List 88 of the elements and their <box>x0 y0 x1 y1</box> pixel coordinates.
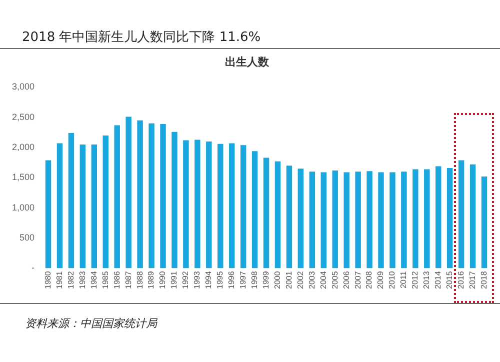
x-tick-label: 2017 <box>468 270 477 289</box>
bar <box>424 169 430 268</box>
x-tick-label: 2001 <box>284 270 294 289</box>
bar <box>240 145 246 268</box>
x-tick-label: 1991 <box>170 270 179 289</box>
bar <box>80 144 86 268</box>
x-tick-label: 1983 <box>78 270 87 289</box>
x-tick-label: 1984 <box>89 270 98 289</box>
bar <box>286 166 292 268</box>
bar <box>172 132 178 268</box>
x-tick-label: 1995 <box>216 270 225 289</box>
bar <box>390 172 396 268</box>
x-tick-label: 2002 <box>296 270 305 289</box>
x-tick-label: 1986 <box>112 270 122 289</box>
x-tick-label: 1997 <box>238 270 248 289</box>
bar <box>274 161 281 268</box>
bar <box>298 168 304 268</box>
bar <box>206 142 212 268</box>
bar <box>481 176 488 268</box>
bar <box>91 144 98 268</box>
x-tick-label: 1993 <box>192 270 202 289</box>
bar <box>137 120 143 268</box>
bar <box>355 172 361 268</box>
bar <box>344 172 350 268</box>
bar <box>194 140 200 268</box>
x-tick-label: 2018 <box>479 270 488 289</box>
x-tick-label: 1981 <box>54 270 64 289</box>
bar <box>378 172 384 268</box>
y-tick-label: 3,000 <box>12 82 35 92</box>
bar <box>148 123 154 268</box>
y-tick-label: 500 <box>19 232 35 243</box>
x-tick-label: 2011 <box>399 270 408 288</box>
x-tick-label: 1988 <box>135 270 144 289</box>
x-tick-label: 1990 <box>158 270 168 289</box>
bar <box>309 172 316 268</box>
x-tick-label: 1999 <box>261 270 270 289</box>
x-tick-label: 2010 <box>388 270 397 289</box>
bar <box>126 116 132 268</box>
x-tick-label: 2006 <box>342 270 351 289</box>
x-tick-label: 2014 <box>434 270 443 289</box>
x-tick-label: 2015 <box>445 270 454 289</box>
bar <box>45 160 52 268</box>
y-tick-label: 2,000 <box>12 142 35 152</box>
y-tick-label: - <box>32 262 35 273</box>
x-tick-label: 1994 <box>204 270 214 289</box>
bar <box>160 124 166 268</box>
bar <box>252 151 258 268</box>
bar <box>366 171 372 268</box>
bar <box>56 143 63 268</box>
x-tick-label: 2007 <box>353 270 362 289</box>
bar <box>436 166 442 268</box>
x-tick-label: 1998 <box>250 270 259 289</box>
y-tick-label: 1,500 <box>12 172 35 182</box>
x-tick-label: 2005 <box>330 270 340 289</box>
x-tick-label: 1989 <box>146 270 156 289</box>
bar <box>183 140 189 268</box>
bar <box>332 170 338 268</box>
y-tick-label: 1,000 <box>12 202 35 212</box>
x-tick-label: 1992 <box>181 270 190 289</box>
x-tick-label: 2012 <box>410 270 420 289</box>
x-tick-label: 2009 <box>376 270 386 289</box>
bar <box>263 158 270 268</box>
y-tick-label: 2,500 <box>12 112 35 122</box>
bar <box>68 133 74 268</box>
bar <box>446 168 453 268</box>
x-tick-label: 2016 <box>456 270 466 289</box>
chart-title: 出生人数 <box>225 56 270 69</box>
x-tick-label: 2004 <box>318 270 328 289</box>
x-tick-label: 1996 <box>227 270 236 289</box>
x-tick-label: 2013 <box>422 270 432 289</box>
bar <box>102 135 108 268</box>
text: 资料来源：中国国家统计局 <box>25 316 157 331</box>
x-tick-label: 1982 <box>66 270 76 289</box>
bar <box>458 160 464 268</box>
bar <box>412 169 418 268</box>
bar <box>114 125 120 268</box>
chart-subtitle: 2018 年中国新生儿人数同比下降 11.6% <box>22 29 261 46</box>
x-tick-label: 1980 <box>43 270 52 289</box>
bar <box>320 172 326 268</box>
x-tick-label: 2003 <box>307 270 316 289</box>
bar <box>470 164 476 268</box>
bar <box>401 172 407 268</box>
x-tick-label: 1985 <box>100 270 110 289</box>
x-tick-label: 2000 <box>272 270 282 289</box>
bar <box>228 143 235 268</box>
x-tick-label: 2008 <box>364 270 374 289</box>
bar <box>218 144 224 268</box>
x-tick-label: 1987 <box>124 270 133 289</box>
